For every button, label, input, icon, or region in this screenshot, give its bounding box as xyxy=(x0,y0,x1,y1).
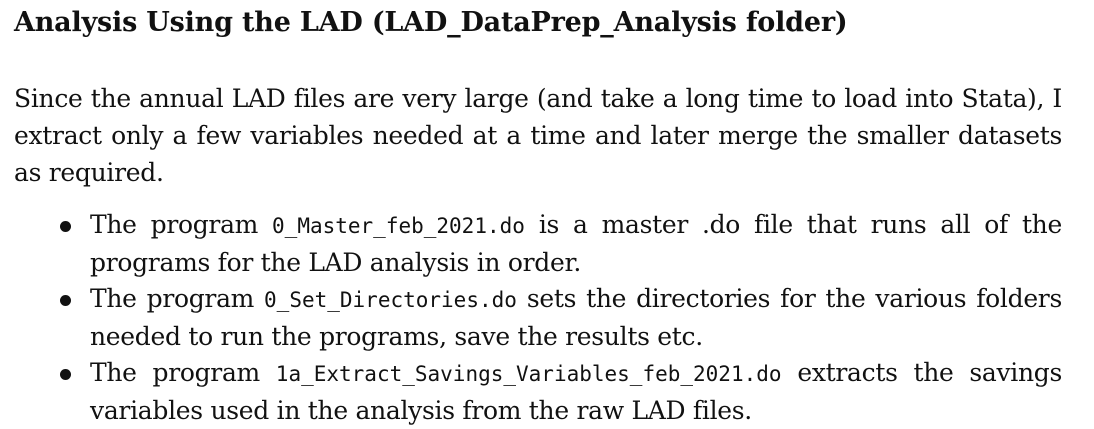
item-description: is a master .do file that runs all of th… xyxy=(90,210,1062,277)
item-prefix: The program xyxy=(90,358,276,387)
program-filename: 1a_Extract_Savings_Variables_feb_2021.do xyxy=(275,362,782,386)
bullet-icon xyxy=(60,295,71,306)
bullet-icon xyxy=(60,369,71,380)
bullet-icon xyxy=(60,221,71,232)
item-description: sets the directories for the various fol… xyxy=(90,284,1062,351)
item-description: extracts the savings variables used in t… xyxy=(90,358,1063,425)
program-filename: 0_Set_Directories.do xyxy=(264,288,517,312)
item-prefix: The program xyxy=(90,284,265,313)
program-filename: 0_Master_feb_2021.do xyxy=(272,214,525,238)
intro-paragraph: Since the annual LAD files are very larg… xyxy=(14,84,1062,187)
list-item: The program 1a_Extract_Savings_Variables… xyxy=(14,355,1062,429)
section-heading: Analysis Using the LAD (LAD_DataPrep_Ana… xyxy=(14,7,848,38)
program-list: The program 0_Master_feb_2021.do is a ma… xyxy=(14,207,1062,429)
list-item: The program 0_Set_Directories.do sets th… xyxy=(14,281,1062,355)
list-item: The program 0_Master_feb_2021.do is a ma… xyxy=(14,207,1062,281)
item-prefix: The program xyxy=(90,210,273,239)
